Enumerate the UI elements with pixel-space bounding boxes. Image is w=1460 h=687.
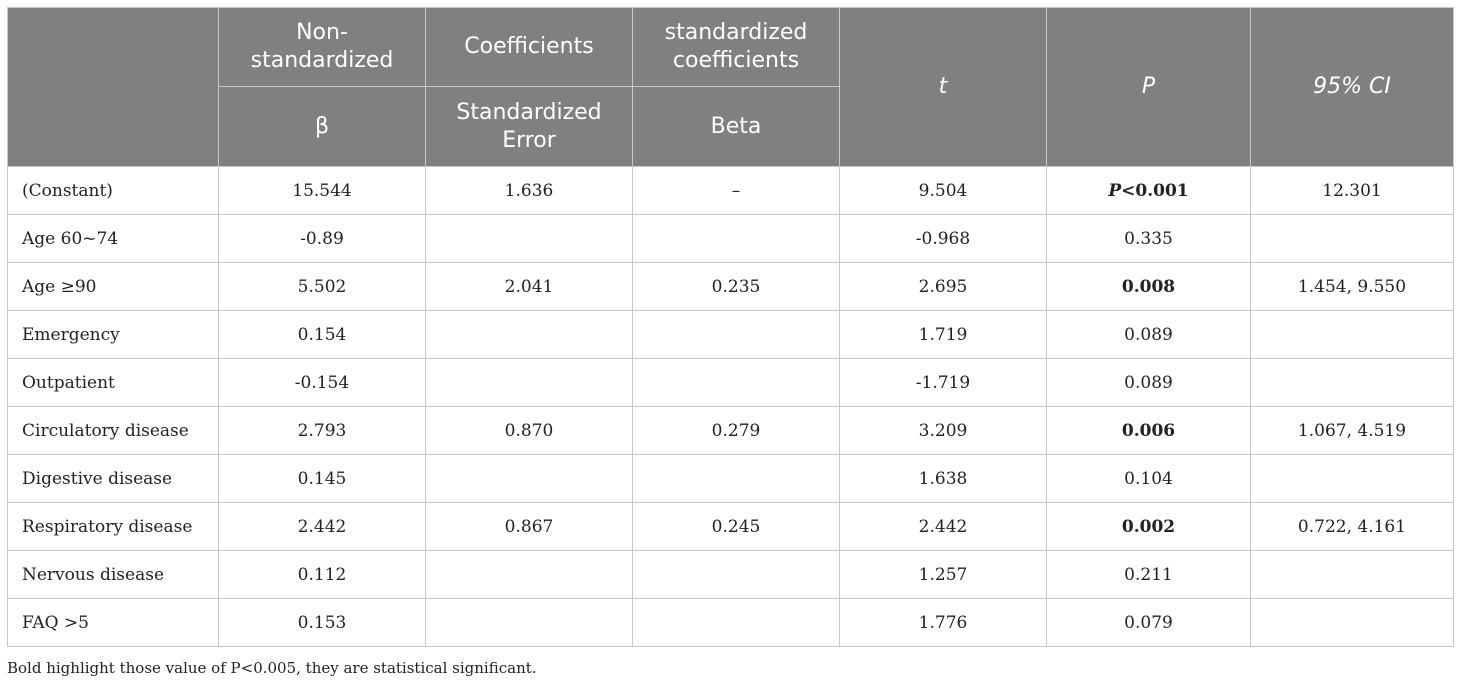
cell-t: 1.257 [839, 550, 1047, 599]
cell-p: P<0.001 [1046, 166, 1251, 215]
cell-standardized-error: 0.870 [425, 406, 633, 455]
table-row: Emergency 0.154 1.719 0.089 [7, 310, 1454, 359]
cell-standardized-error: 2.041 [425, 262, 633, 311]
cell-p: 0.211 [1046, 550, 1251, 599]
cell-beta: 15.544 [218, 166, 426, 215]
table-row: Nervous disease 0.112 1.257 0.211 [7, 550, 1454, 599]
regression-table: Non-standardized Coefficients standardiz… [7, 7, 1454, 647]
cell-beta: -0.154 [218, 358, 426, 407]
row-label: Respiratory disease [7, 502, 219, 551]
cell-beta: 0.112 [218, 550, 426, 599]
cell-beta: 2.442 [218, 502, 426, 551]
cell-t: 2.442 [839, 502, 1047, 551]
header-non-standardized: Non-standardized [218, 7, 426, 87]
cell-beta: 2.793 [218, 406, 426, 455]
cell-standardized-error [425, 358, 633, 407]
cell-p: 0.089 [1046, 358, 1251, 407]
cell-p: 0.089 [1046, 310, 1251, 359]
header-beta-symbol: β [218, 86, 426, 167]
cell-standardized-error [425, 214, 633, 263]
table-footnote: Bold highlight those value of P<0.005, t… [7, 659, 537, 677]
header-coefficients: Coefficients [425, 7, 633, 87]
header-standardized-error: Standardized Error [425, 86, 633, 167]
cell-ci [1250, 310, 1454, 359]
cell-std-beta [632, 454, 840, 503]
row-label: Digestive disease [7, 454, 219, 503]
cell-standardized-error [425, 454, 633, 503]
row-label: Nervous disease [7, 550, 219, 599]
cell-beta: -0.89 [218, 214, 426, 263]
table-row: Outpatient -0.154 -1.719 0.089 [7, 358, 1454, 407]
cell-std-beta [632, 598, 840, 647]
cell-ci: 12.301 [1250, 166, 1454, 215]
cell-t: 2.695 [839, 262, 1047, 311]
table-row: Digestive disease 0.145 1.638 0.104 [7, 454, 1454, 503]
row-label: Age 60~74 [7, 214, 219, 263]
table-row: Respiratory disease 2.442 0.867 0.245 2.… [7, 502, 1454, 551]
table-row: (Constant) 15.544 1.636 – 9.504 P<0.001 … [7, 166, 1454, 215]
cell-ci [1250, 358, 1454, 407]
cell-std-beta [632, 310, 840, 359]
cell-t: -0.968 [839, 214, 1047, 263]
cell-ci: 1.067, 4.519 [1250, 406, 1454, 455]
cell-standardized-error [425, 598, 633, 647]
row-label: FAQ >5 [7, 598, 219, 647]
cell-p: 0.008 [1046, 262, 1251, 311]
table-body: (Constant) 15.544 1.636 – 9.504 P<0.001 … [7, 166, 1454, 647]
cell-t: 1.776 [839, 598, 1047, 647]
cell-p: 0.006 [1046, 406, 1251, 455]
regression-table-container: Non-standardized Coefficients standardiz… [7, 7, 1454, 647]
row-label: Circulatory disease [7, 406, 219, 455]
cell-beta: 0.153 [218, 598, 426, 647]
cell-p: 0.335 [1046, 214, 1251, 263]
cell-std-beta: 0.279 [632, 406, 840, 455]
cell-beta: 5.502 [218, 262, 426, 311]
cell-ci: 1.454, 9.550 [1250, 262, 1454, 311]
cell-t: 9.504 [839, 166, 1047, 215]
cell-t: 1.719 [839, 310, 1047, 359]
cell-ci [1250, 454, 1454, 503]
row-label: Outpatient [7, 358, 219, 407]
cell-t: 3.209 [839, 406, 1047, 455]
header-empty-cell [7, 7, 219, 167]
header-p: P [1046, 7, 1251, 167]
cell-beta: 0.145 [218, 454, 426, 503]
row-label: (Constant) [7, 166, 219, 215]
header-t: t [839, 7, 1047, 167]
cell-std-beta: 0.235 [632, 262, 840, 311]
cell-standardized-error: 0.867 [425, 502, 633, 551]
table-row: FAQ >5 0.153 1.776 0.079 [7, 598, 1454, 647]
cell-beta: 0.154 [218, 310, 426, 359]
cell-std-beta: 0.245 [632, 502, 840, 551]
cell-std-beta [632, 358, 840, 407]
cell-ci: 0.722, 4.161 [1250, 502, 1454, 551]
cell-std-beta: – [632, 166, 840, 215]
cell-t: -1.719 [839, 358, 1047, 407]
cell-ci [1250, 598, 1454, 647]
cell-std-beta [632, 214, 840, 263]
cell-p-symbol: P [1108, 180, 1122, 201]
header-standardized-coefficients: standardized coefficients [632, 7, 840, 87]
table-header: Non-standardized Coefficients standardiz… [7, 7, 1454, 167]
row-label: Emergency [7, 310, 219, 359]
cell-standardized-error: 1.636 [425, 166, 633, 215]
table-row: Age ≥90 5.502 2.041 0.235 2.695 0.008 1.… [7, 262, 1454, 311]
cell-standardized-error [425, 310, 633, 359]
table-row: Circulatory disease 2.793 0.870 0.279 3.… [7, 406, 1454, 455]
cell-std-beta [632, 550, 840, 599]
cell-t: 1.638 [839, 454, 1047, 503]
row-label: Age ≥90 [7, 262, 219, 311]
cell-p-value: <0.001 [1121, 180, 1189, 201]
cell-standardized-error [425, 550, 633, 599]
cell-p: 0.104 [1046, 454, 1251, 503]
cell-ci [1250, 214, 1454, 263]
header-95-ci: 95% CI [1250, 7, 1454, 167]
cell-p: 0.002 [1046, 502, 1251, 551]
cell-ci [1250, 550, 1454, 599]
table-row: Age 60~74 -0.89 -0.968 0.335 [7, 214, 1454, 263]
cell-p: 0.079 [1046, 598, 1251, 647]
header-beta: Beta [632, 86, 840, 167]
